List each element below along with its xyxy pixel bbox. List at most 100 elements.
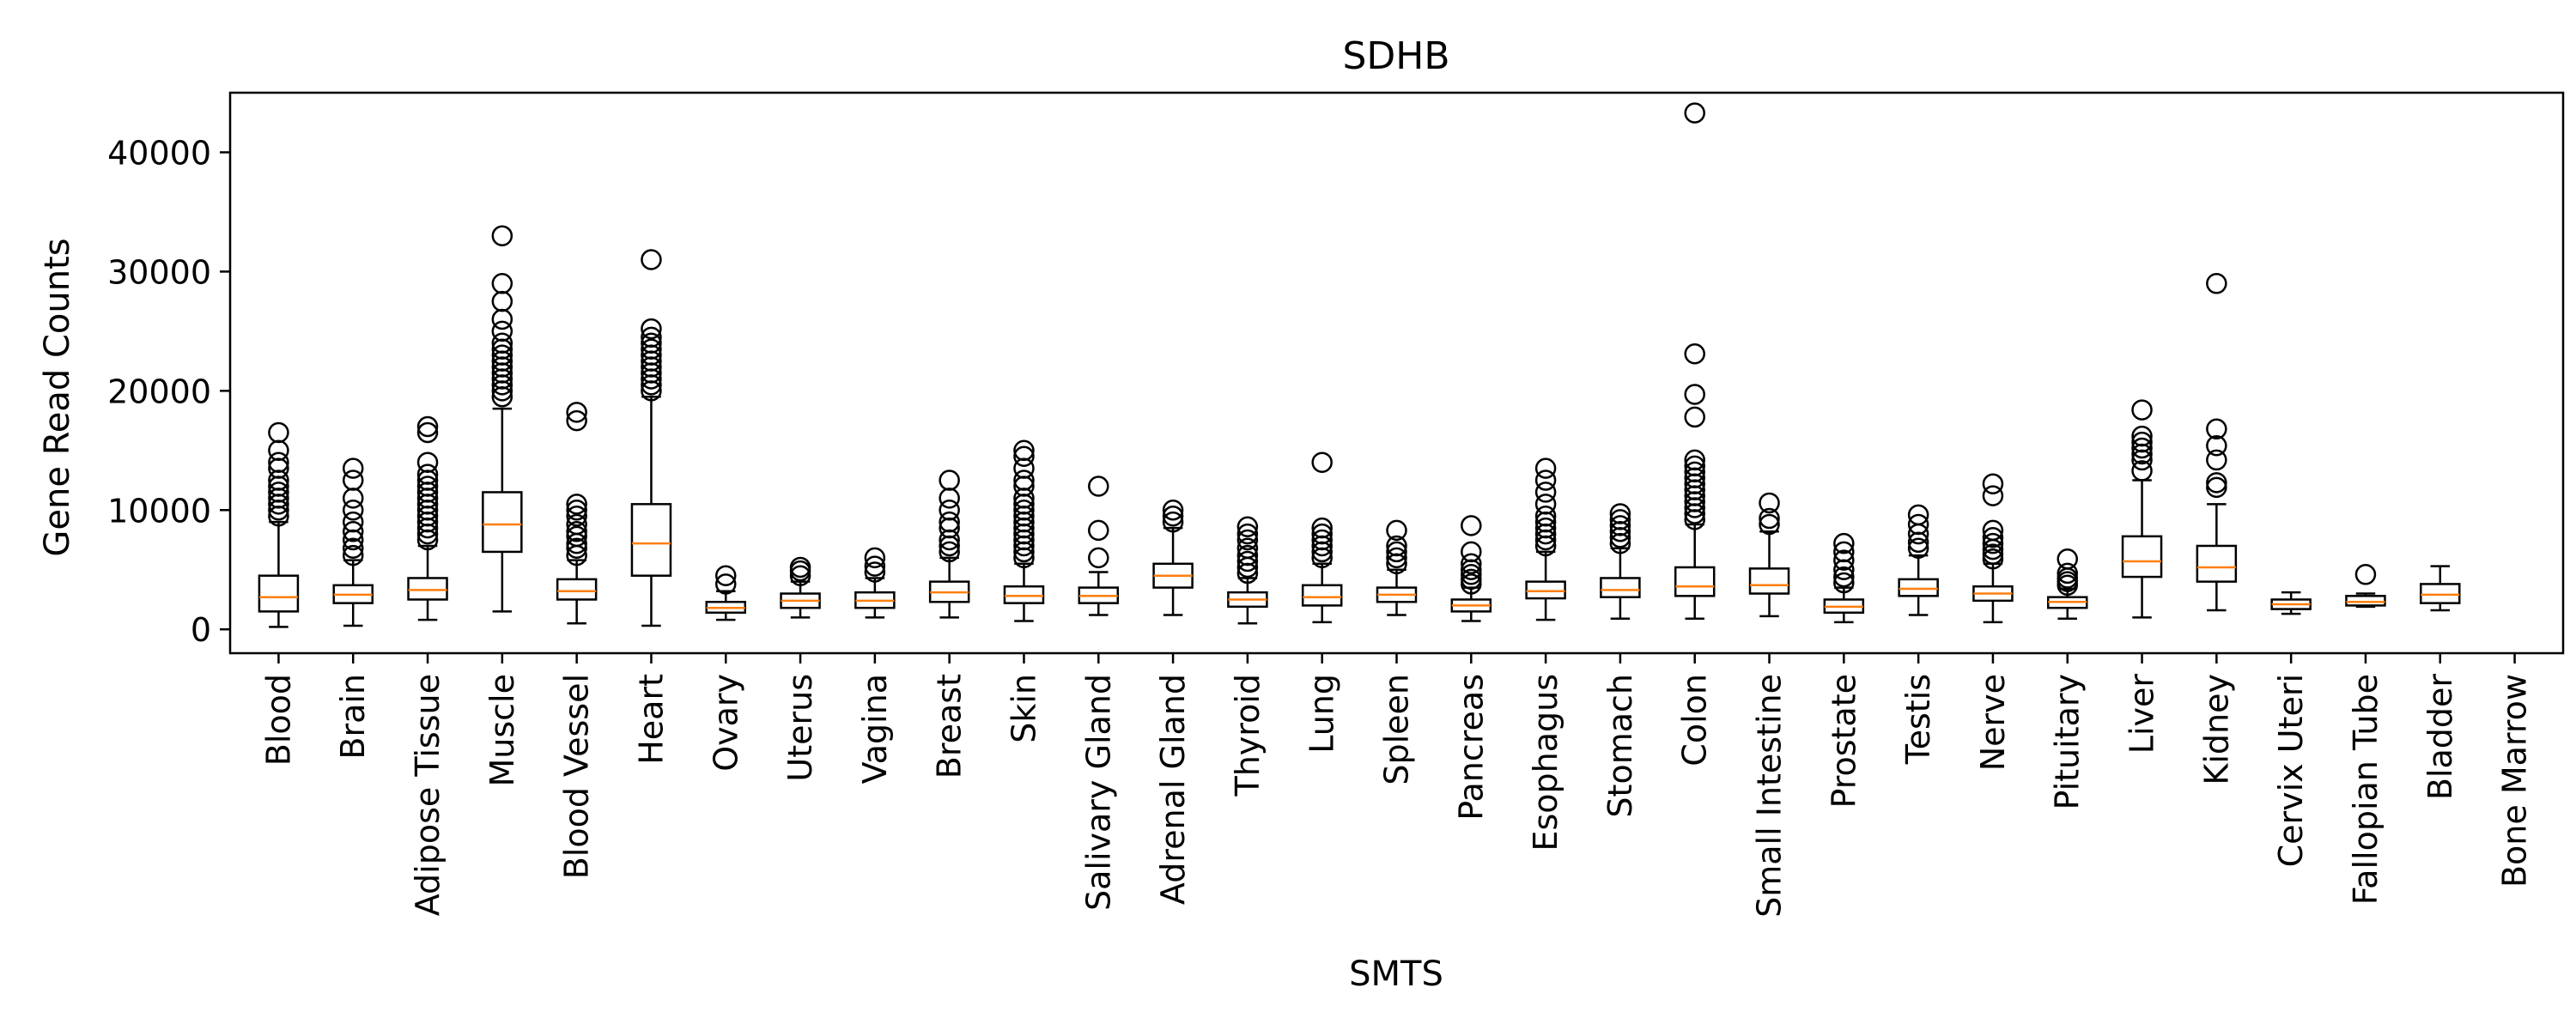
- chart-title: SDHB: [1342, 34, 1449, 78]
- outlier-point: [491, 344, 513, 366]
- y-tick-label: 20000: [107, 373, 211, 410]
- outlier-point: [641, 326, 662, 348]
- outlier-point: [566, 500, 587, 521]
- outlier-point: [1162, 511, 1184, 533]
- box-group: [2121, 399, 2163, 619]
- outlier-point: [1013, 445, 1035, 468]
- outlier-point: [939, 541, 960, 563]
- outlier-point: [1461, 515, 1482, 536]
- outlier-point: [1982, 532, 2004, 554]
- x-tick-label: Vagina: [856, 674, 894, 784]
- outlier-point: [1684, 343, 1705, 365]
- box-group: [407, 415, 448, 621]
- outlier-point: [2206, 435, 2227, 457]
- box: [1748, 567, 1790, 595]
- box-group: [928, 470, 970, 619]
- x-tick-label: Spleen: [1378, 674, 1416, 785]
- x-tick-label: Kidney: [2197, 674, 2235, 785]
- box-group: [1600, 503, 1641, 620]
- x-tick-label: Stomach: [1601, 674, 1639, 818]
- outlier-point: [715, 565, 737, 586]
- outlier-point: [789, 556, 811, 579]
- box: [407, 577, 448, 601]
- box: [258, 574, 300, 613]
- outlier-point: [1684, 455, 1705, 477]
- outlier-point: [1386, 547, 1407, 569]
- outlier-point: [566, 525, 587, 548]
- outlier-point: [1311, 517, 1333, 539]
- outlier-point: [939, 500, 960, 521]
- box-group: [1748, 492, 1790, 618]
- outlier-point: [939, 470, 960, 491]
- y-tick-label: 10000: [107, 492, 211, 530]
- box-group: [482, 225, 523, 613]
- outlier-point: [2131, 437, 2153, 459]
- outlier-point: [1311, 523, 1333, 545]
- outlier-point: [1461, 564, 1482, 585]
- outlier-point: [1684, 102, 1705, 124]
- x-axis-label: SMTS: [1349, 954, 1443, 994]
- outlier-point: [1088, 547, 1109, 569]
- outlier-point: [864, 547, 886, 569]
- outlier-point: [789, 565, 811, 586]
- x-tick-label: Thyroid: [1229, 674, 1267, 797]
- outlier-point: [1534, 482, 1557, 503]
- y-axis: 0 10000 20000 30000 40000: [107, 134, 230, 649]
- box-group: [1078, 476, 1120, 616]
- box-group: [1301, 451, 1343, 624]
- box: [1525, 580, 1566, 600]
- box-group: [630, 249, 672, 627]
- outlier-point: [1982, 543, 2004, 565]
- outlier-point: [1759, 492, 1780, 514]
- outlier-point: [1982, 473, 2004, 494]
- x-tick-label: Esophagus: [1527, 674, 1564, 851]
- outlier-point: [342, 470, 364, 491]
- outlier-point: [1386, 519, 1407, 542]
- outlier-point: [2057, 548, 2078, 570]
- outlier-point: [1534, 505, 1557, 527]
- box-group: [2270, 591, 2312, 615]
- outlier-point: [566, 513, 587, 536]
- box-group: [332, 457, 374, 627]
- outlier-point: [1982, 548, 2004, 570]
- box-group: [1450, 515, 1492, 622]
- outlier-point: [641, 318, 662, 340]
- box-group: [2046, 548, 2088, 620]
- outlier-point: [1461, 541, 1482, 563]
- outlier-point: [2131, 425, 2153, 447]
- outlier-point: [491, 332, 513, 354]
- box-group: [556, 402, 598, 625]
- box: [556, 578, 598, 601]
- outlier-point: [641, 249, 662, 270]
- x-tick-label: Muscle: [483, 674, 521, 787]
- outlier-point: [1907, 537, 1929, 559]
- x-tick-label: Fallopian Tube: [2347, 674, 2385, 905]
- outlier-point: [2206, 449, 2227, 471]
- box: [1674, 566, 1716, 597]
- box-group: [1823, 532, 1865, 624]
- box-group: [1898, 504, 1939, 616]
- box-group: [1972, 473, 2014, 624]
- outlier-point: [2206, 418, 2227, 440]
- box-group: [1674, 102, 1716, 620]
- outlier-point: [416, 476, 439, 497]
- x-tick-label: Bone Marrow: [2496, 674, 2534, 888]
- outlier-point: [2057, 562, 2078, 585]
- outlier-point: [2206, 476, 2227, 499]
- outlier-point: [342, 544, 364, 566]
- outlier-point: [1982, 485, 2004, 506]
- outlier-point: [2354, 564, 2377, 585]
- box: [1898, 578, 1939, 597]
- outlier-point: [641, 338, 662, 360]
- outlier-point: [416, 415, 439, 438]
- outlier-point: [268, 482, 289, 503]
- x-axis: Blood Brain Adipose Tissue Muscle Blood Vess…: [259, 653, 2534, 918]
- box-group: [705, 565, 747, 621]
- outlier-point: [1013, 439, 1035, 462]
- outlier-point: [416, 451, 439, 473]
- outlier-point: [1534, 457, 1557, 479]
- x-tick-label: Small Intestine: [1751, 674, 1789, 918]
- outlier-point: [939, 511, 960, 533]
- outlier-point: [491, 308, 513, 330]
- outlier-point: [566, 521, 587, 542]
